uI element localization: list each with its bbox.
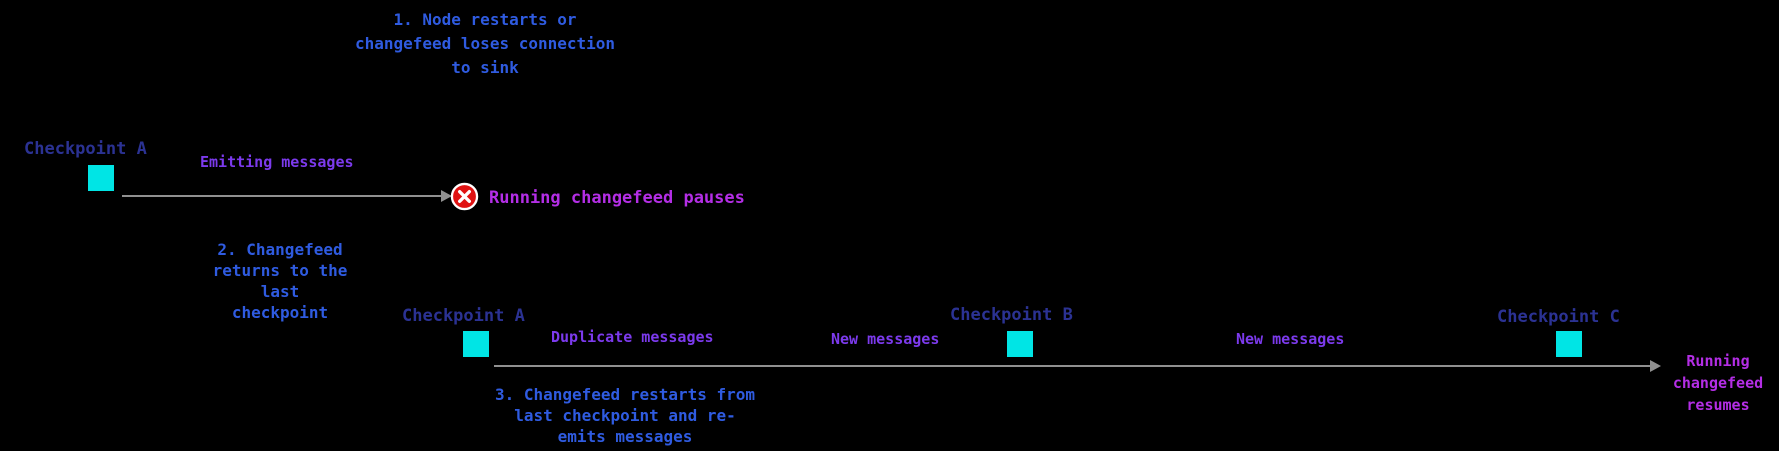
timeline-arrow-head-icon [1650, 360, 1661, 372]
checkpoint-b-label: Checkpoint B [950, 305, 1073, 325]
note-step1-line3: to sink [451, 58, 519, 77]
note-step3-line1: 3. Changefeed restarts from [494, 385, 756, 404]
checkpoint-c-label: Checkpoint C [1497, 307, 1620, 327]
resume-label-line1: Running [1686, 352, 1750, 370]
new-messages-label-2: New messages [1236, 330, 1345, 348]
note-step3: 3. Changefeed restarts from last checkpo… [470, 384, 780, 447]
checkpoint-a-marker-row1 [88, 165, 114, 191]
duplicate-messages-label: Duplicate messages [551, 328, 714, 346]
pause-error-icon [450, 182, 479, 211]
arrow-to-pause-head-icon [441, 190, 452, 202]
resume-label-line2: changefeed [1672, 374, 1764, 392]
running-changefeed-resumes-label: Running changefeed resumes [1658, 350, 1778, 416]
timeline-arrow [494, 365, 1652, 367]
arrow-to-pause [122, 195, 444, 197]
note-step2-line4: checkpoint [231, 303, 329, 322]
checkpoint-a-label-row1: Checkpoint A [24, 139, 147, 159]
note-step2-line1: 2. Changefeed [217, 240, 343, 259]
note-step3-line2: last checkpoint and re- [514, 406, 736, 425]
note-step1-line1: 1. Node restarts or [393, 10, 577, 29]
checkpoint-c-marker [1556, 331, 1582, 357]
note-step2-line3: last [260, 282, 300, 301]
checkpoint-a-label-row2: Checkpoint A [402, 306, 525, 326]
note-step2-line2: returns to the [212, 261, 348, 280]
note-step2: 2. Changefeed returns to the last checkp… [190, 239, 370, 323]
resume-label-line3: resumes [1686, 396, 1750, 414]
note-step3-line3: emits messages [557, 427, 693, 446]
checkpoint-b-marker [1007, 331, 1033, 357]
note-step1-line2: changefeed loses connection [354, 34, 616, 53]
note-step1: 1. Node restarts or changefeed loses con… [290, 8, 680, 80]
new-messages-label-1: New messages [831, 330, 940, 348]
running-changefeed-pauses-label: Running changefeed pauses [489, 188, 745, 208]
checkpoint-a-marker-row2 [463, 331, 489, 357]
emitting-messages-label: Emitting messages [200, 153, 354, 171]
